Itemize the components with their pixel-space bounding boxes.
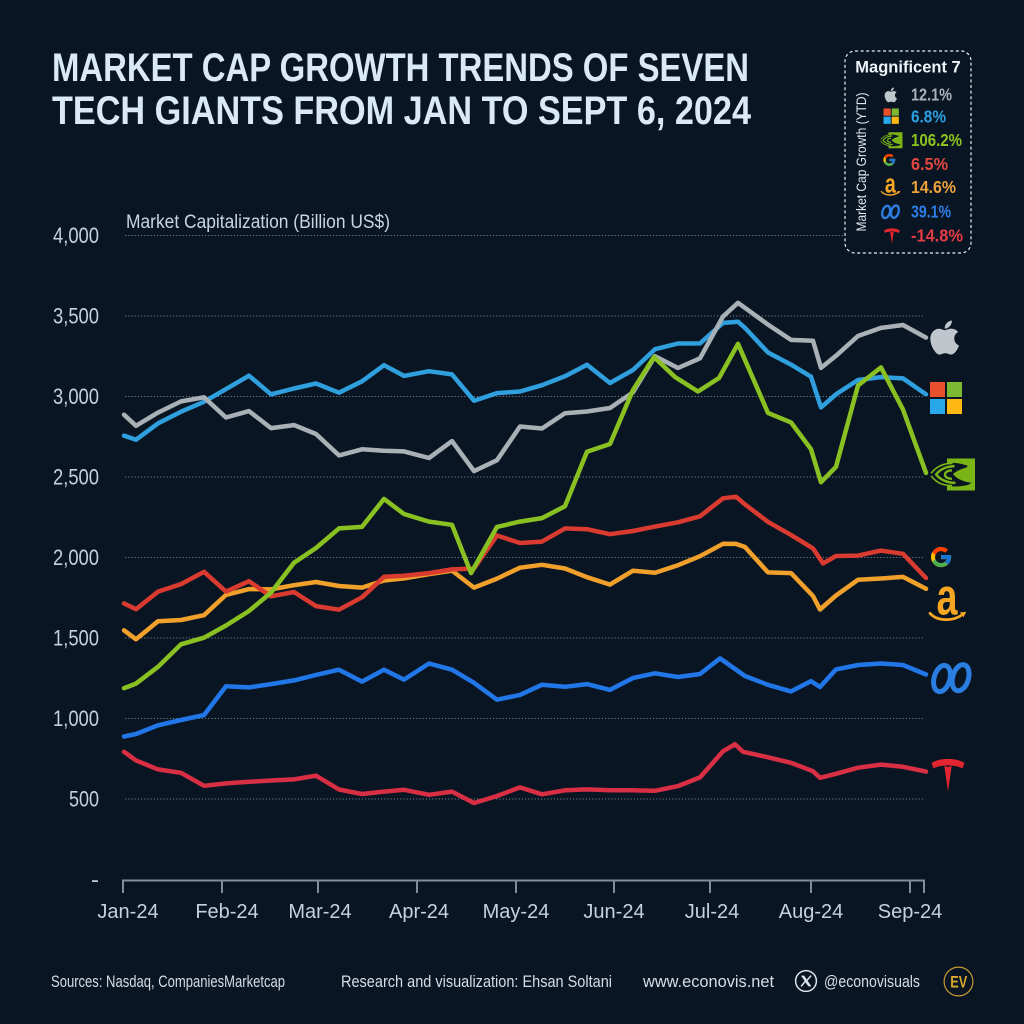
svg-text:Jun-24: Jun-24 (583, 901, 644, 923)
svg-text:-14.8%: -14.8% (911, 225, 963, 245)
svg-text:6.5%: 6.5% (911, 154, 948, 174)
svg-text:Jul-24: Jul-24 (685, 901, 739, 923)
svg-text:1,500: 1,500 (53, 626, 99, 651)
svg-text:Jan-24: Jan-24 (97, 901, 158, 923)
svg-text:12.1%: 12.1% (911, 85, 952, 105)
svg-text:Magnificent 7: Magnificent 7 (855, 59, 960, 77)
svg-text:2,000: 2,000 (53, 545, 99, 570)
svg-text:@econovisuals: @econovisuals (824, 973, 920, 991)
svg-text:Aug-24: Aug-24 (779, 901, 844, 923)
svg-text:May-24: May-24 (483, 901, 550, 923)
svg-text:Feb-24: Feb-24 (195, 901, 258, 923)
svg-text:3,000: 3,000 (53, 384, 99, 409)
svg-text:2,500: 2,500 (53, 465, 99, 490)
svg-text:500: 500 (69, 787, 99, 812)
svg-text:Mar-24: Mar-24 (288, 901, 351, 923)
svg-text:1,000: 1,000 (53, 706, 99, 731)
svg-text:106.2%: 106.2% (911, 130, 962, 150)
svg-text:3,500: 3,500 (53, 304, 99, 329)
svg-text:6.8%: 6.8% (911, 107, 946, 127)
svg-text:www.econovis.net: www.econovis.net (642, 973, 774, 991)
svg-text:Apr-24: Apr-24 (389, 901, 449, 923)
svg-text:Sep-24: Sep-24 (878, 901, 943, 923)
svg-text:-: - (91, 867, 99, 892)
svg-text:TECH GIANTS FROM JAN TO SEPT 6: TECH GIANTS FROM JAN TO SEPT 6, 2024 (52, 89, 752, 133)
svg-text:Market Capitalization (Billion: Market Capitalization (Billion US$) (126, 212, 390, 233)
svg-text:Market Cap Growth (YTD): Market Cap Growth (YTD) (854, 93, 869, 232)
svg-text:4,000: 4,000 (53, 223, 99, 248)
svg-text:Sources: Nasdaq, CompaniesMark: Sources: Nasdaq, CompaniesMarketcap (51, 973, 285, 991)
svg-text:14.6%: 14.6% (911, 177, 956, 197)
svg-text:MARKET CAP GROWTH TRENDS OF SE: MARKET CAP GROWTH TRENDS OF SEVEN (52, 46, 749, 90)
svg-text:39.1%: 39.1% (911, 201, 951, 221)
svg-text:Research and visualization: Eh: Research and visualization: Ehsan Soltan… (341, 973, 612, 991)
